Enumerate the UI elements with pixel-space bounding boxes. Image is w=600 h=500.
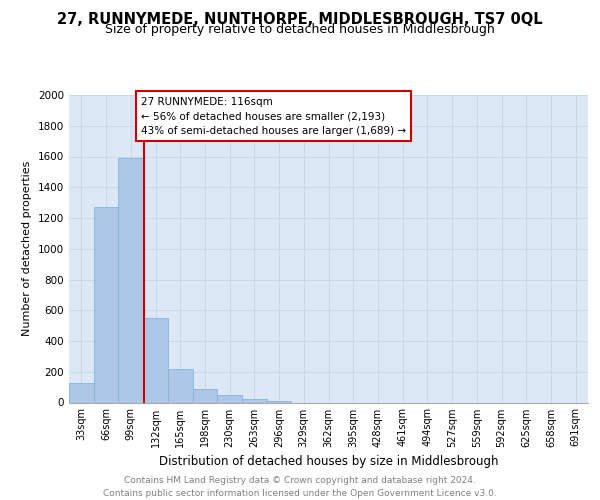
X-axis label: Distribution of detached houses by size in Middlesbrough: Distribution of detached houses by size … [159, 455, 498, 468]
Text: Contains HM Land Registry data © Crown copyright and database right 2024.
Contai: Contains HM Land Registry data © Crown c… [103, 476, 497, 498]
Bar [143, 318, 168, 402]
Y-axis label: Number of detached properties: Number of detached properties [22, 161, 32, 336]
Text: Size of property relative to detached houses in Middlesbrough: Size of property relative to detached ho… [105, 24, 495, 36]
Bar [118, 158, 143, 402]
Bar [242, 400, 267, 402]
Bar [69, 382, 94, 402]
Text: 27 RUNNYMEDE: 116sqm
← 56% of detached houses are smaller (2,193)
43% of semi-de: 27 RUNNYMEDE: 116sqm ← 56% of detached h… [141, 96, 406, 136]
Text: 27, RUNNYMEDE, NUNTHORPE, MIDDLESBROUGH, TS7 0QL: 27, RUNNYMEDE, NUNTHORPE, MIDDLESBROUGH,… [57, 12, 543, 28]
Bar [267, 401, 292, 402]
Bar [193, 390, 217, 402]
Bar [94, 207, 118, 402]
Bar [217, 395, 242, 402]
Bar [168, 370, 193, 402]
